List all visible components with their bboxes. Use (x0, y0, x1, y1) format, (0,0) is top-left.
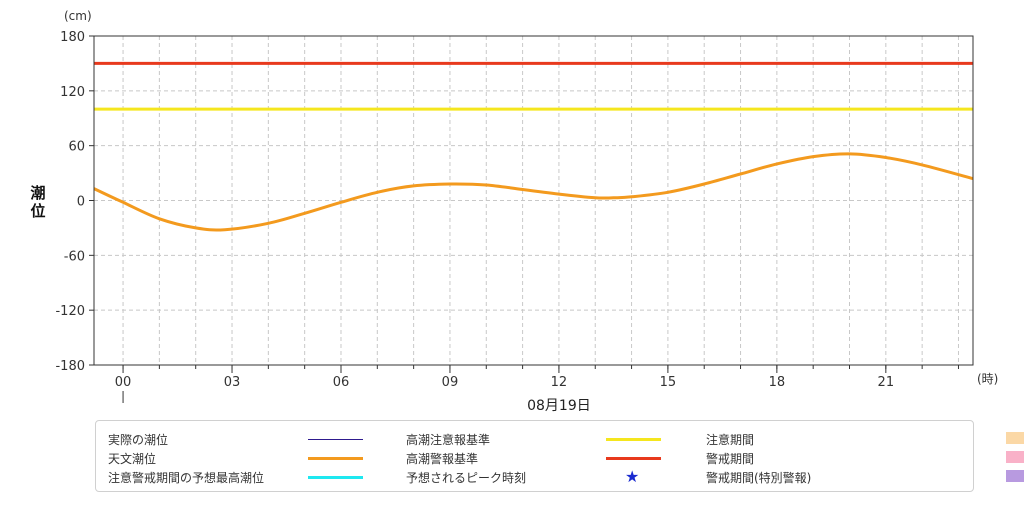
y-tick-label: 0 (77, 195, 85, 210)
x-tick-label: 12 (551, 375, 568, 390)
plot-frame (93, 35, 974, 366)
legend-label: 天文潮位 (108, 452, 157, 466)
legend-label: 高潮注意報基準 (406, 433, 491, 447)
y-tick-label: -180 (55, 359, 85, 374)
y-tick-label: 60 (68, 140, 85, 155)
legend-label: 予想されるピーク時刻 (406, 471, 527, 485)
legend-label: 注意期間 (706, 433, 755, 447)
date-label: 08月19日 (527, 398, 591, 414)
series-line (93, 152, 974, 232)
legend-label: 警戒期間(特別警報) (706, 471, 812, 485)
x-tick-label: 09 (442, 375, 459, 390)
x-tick-label: 00 (115, 375, 132, 390)
y-tick-label: -60 (64, 249, 85, 264)
legend-label: 警戒期間 (706, 452, 755, 466)
x-tick-label: 06 (333, 375, 350, 390)
x-tick-label: 03 (224, 375, 241, 390)
legend-line-swatch (308, 457, 363, 460)
legend-label: 注意警戒期間の予想最高潮位 (108, 471, 265, 485)
x-tick-label: 15 (660, 375, 677, 390)
legend-line-swatch (606, 457, 661, 460)
x-tick-label: 18 (769, 375, 786, 390)
y-tick-label: 180 (60, 30, 85, 45)
tide-chart: 180 120 60 0 -60 -120 -180 00 03 06 09 12 15 18 21 (cm)… (30, 9, 998, 414)
legend-label: 実際の潮位 (108, 433, 169, 447)
x-unit-label: (時) (977, 372, 998, 386)
y-tick-label: 120 (60, 85, 85, 100)
legend-line-swatch (308, 476, 363, 479)
legend: 実際の潮位天文潮位注意警戒期間の予想最高潮位 高潮注意報基準 高潮警報基準予想される… (95, 420, 1024, 492)
y-unit-label: (cm) (64, 9, 92, 23)
legend-box-swatch (1006, 470, 1024, 482)
y-axis-label: 位 (30, 202, 45, 220)
legend-line-swatch (308, 439, 363, 440)
legend-line-swatch (606, 438, 661, 441)
legend-box-swatch (1006, 451, 1024, 463)
legend-box-swatch (1006, 432, 1024, 444)
star-icon: ★ (625, 467, 640, 486)
x-tick-label: 21 (878, 375, 895, 390)
y-tick-label: -120 (55, 304, 85, 319)
legend-label: 高潮警報基準 (406, 452, 479, 466)
y-axis-label: 潮 (30, 184, 45, 202)
